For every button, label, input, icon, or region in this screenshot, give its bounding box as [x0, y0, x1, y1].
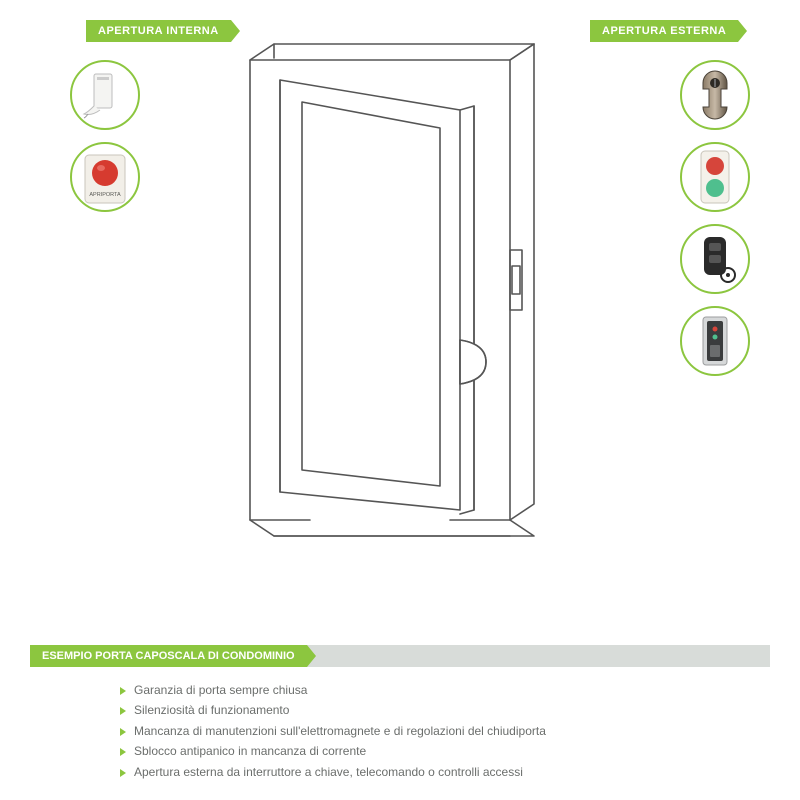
tag-apertura-esterna: APERTURA ESTERNA [590, 20, 738, 42]
device-key-cylinder [680, 60, 750, 130]
tag-label: APERTURA INTERNA [98, 25, 219, 37]
door-svg [210, 40, 570, 560]
feature-item: Garanzia di porta sempre chiusa [120, 680, 546, 700]
cylinder-icon [690, 67, 740, 123]
feature-text: Garanzia di porta sempre chiusa [134, 683, 307, 697]
section-bar: ESEMPIO PORTA CAPOSCALA DI CONDOMINIO [30, 645, 770, 667]
feature-text: Apertura esterna da interruttore a chiav… [134, 765, 523, 779]
intercom-icon [78, 68, 132, 122]
feature-item: Apertura esterna da interruttore a chiav… [120, 762, 546, 782]
device-access-reader [680, 306, 750, 376]
device-intercom [70, 60, 140, 130]
device-apriporta-button: APRIPORTA [70, 142, 140, 212]
feature-item: Sblocco antipanico in mancanza di corren… [120, 741, 546, 761]
push-button-icon: APRIPORTA [75, 147, 135, 207]
feature-item: Mancanza di manutenzioni sull'elettromag… [120, 721, 546, 741]
tag-label: APERTURA ESTERNA [602, 25, 726, 37]
reader-icon [695, 311, 735, 371]
infographic: APERTURA INTERNA APERTURA ESTERNA APRIPO… [0, 0, 800, 800]
tag-apertura-interna: APERTURA INTERNA [86, 20, 231, 42]
apriporta-label: APRIPORTA [89, 192, 121, 198]
remote-icon [692, 231, 738, 287]
feature-item: Silenziosità di funzionamento [120, 700, 546, 720]
device-remote [680, 224, 750, 294]
feature-text: Silenziosità di funzionamento [134, 703, 289, 717]
feature-list: Garanzia di porta sempre chiusa Silenzio… [120, 680, 546, 782]
device-traffic-light [680, 142, 750, 212]
section-title: ESEMPIO PORTA CAPOSCALA DI CONDOMINIO [42, 650, 295, 662]
feature-text: Mancanza di manutenzioni sull'elettromag… [134, 724, 546, 738]
feature-text: Sblocco antipanico in mancanza di corren… [134, 744, 366, 758]
section-title-tag: ESEMPIO PORTA CAPOSCALA DI CONDOMINIO [30, 645, 307, 667]
indicator-icon [695, 147, 735, 207]
door-diagram [210, 40, 570, 560]
